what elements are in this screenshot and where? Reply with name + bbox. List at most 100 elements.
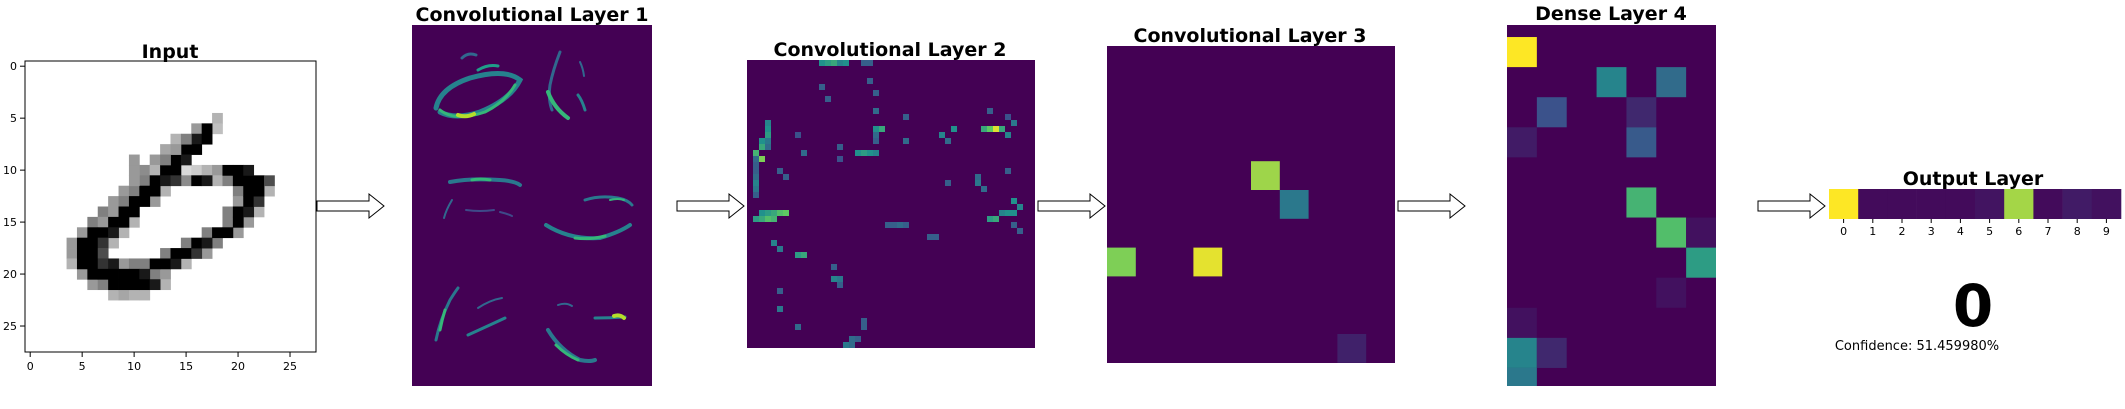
input-pixel [108,289,119,301]
output-cell [2033,189,2063,219]
input-pixel [118,268,130,280]
activation-cell [1005,114,1011,120]
x-tick-label: 0 [27,360,34,373]
input-pixel [128,279,140,291]
input-pixel [253,196,265,207]
conv-layer-3-heatmap-bg [1107,46,1395,363]
input-pixel [253,175,265,187]
input-pixel [232,175,244,187]
activation-cell [987,108,993,114]
activation-cell [843,60,849,66]
input-pixel [232,196,244,207]
input-image [66,112,275,301]
input-pixel [108,268,119,280]
input-pixel [118,185,130,197]
activation-cell [837,276,843,282]
activation-cell [765,144,771,150]
activation-cell [1507,37,1537,68]
activation-cell [765,210,771,216]
input-pixel [222,206,234,218]
input-pixel [180,237,192,249]
flow-arrow [1757,192,1826,220]
input-pixel [139,175,151,187]
activation-cell [759,156,765,162]
input-pixel [128,206,140,218]
input-pixel [232,216,244,228]
activation-cell [1005,210,1011,216]
input-pixel [66,258,78,270]
input-pixel [212,175,223,187]
output-tick-label: 7 [2045,225,2052,238]
input-pixel [191,175,203,187]
input-pixel [253,206,265,218]
input-pixel [149,164,161,176]
input-pixel [180,133,192,145]
activation-cell [849,336,855,342]
activation-cell [795,132,801,138]
output-cell [1887,189,1917,219]
activation-cell [753,168,759,174]
activation-cell [765,120,771,126]
activation-cell [825,60,831,66]
input-pixel [191,237,203,249]
activation-cell [891,222,897,228]
input-pixel [76,268,88,280]
input-pixel [160,144,171,155]
activation-cell [753,186,759,192]
input-pixel [264,185,275,197]
activation-cell [1686,217,1716,248]
activation-cell [771,210,777,216]
activation-cell [903,138,909,144]
activation-cell [849,342,855,348]
input-pixel [97,206,109,218]
y-tick-label: 0 [10,60,17,73]
output-tick-label: 4 [1957,225,1964,238]
input-pixel [76,248,88,259]
input-pixel [160,185,171,197]
input-pixel [128,164,140,176]
input-pixel [97,216,109,228]
conv-layer-2-activations [753,60,1023,348]
activation-cell [765,126,771,132]
activation-cell [831,264,837,270]
input-y-axis: 0 5 10 15 20 25 [3,60,25,333]
activation-cell [819,60,825,66]
output-cell [2091,189,2122,219]
input-pixel [212,112,223,124]
activation-cell [771,240,777,246]
input-pixel [201,123,213,135]
activation-cell [867,150,873,156]
input-pixel [76,258,88,270]
input-pixel [97,237,109,249]
input-pixel [160,279,171,291]
x-tick-label: 5 [79,360,86,373]
input-pixel [212,164,223,176]
output-cell [1829,189,1859,219]
activation-cell [975,174,981,180]
input-pixel [180,164,192,176]
output-layer-title: Output Layer [1903,168,2044,190]
activation-cell [1017,204,1023,210]
activation-cell [759,210,765,216]
activation-cell [1626,187,1657,218]
input-pixel [170,258,182,270]
activation-cell [777,168,783,174]
input-pixel [191,133,203,145]
activation-cell [945,138,951,144]
input-pixel [66,248,78,259]
activation-cell [993,216,999,222]
activation-cell [939,132,945,138]
input-pixel [160,175,171,187]
activation-cell [1507,127,1537,158]
input-pixel [232,185,244,197]
input-pixel [97,248,109,259]
flow-arrow [1037,192,1106,220]
input-pixel [160,248,171,259]
activation-cell [903,222,909,228]
output-tick-label: 8 [2074,225,2081,238]
output-tick-label: 2 [1899,225,1906,238]
activation-cell [783,174,789,180]
activation-cell [975,180,981,186]
output-tick-label: 1 [1869,225,1876,238]
input-pixel [128,154,140,166]
